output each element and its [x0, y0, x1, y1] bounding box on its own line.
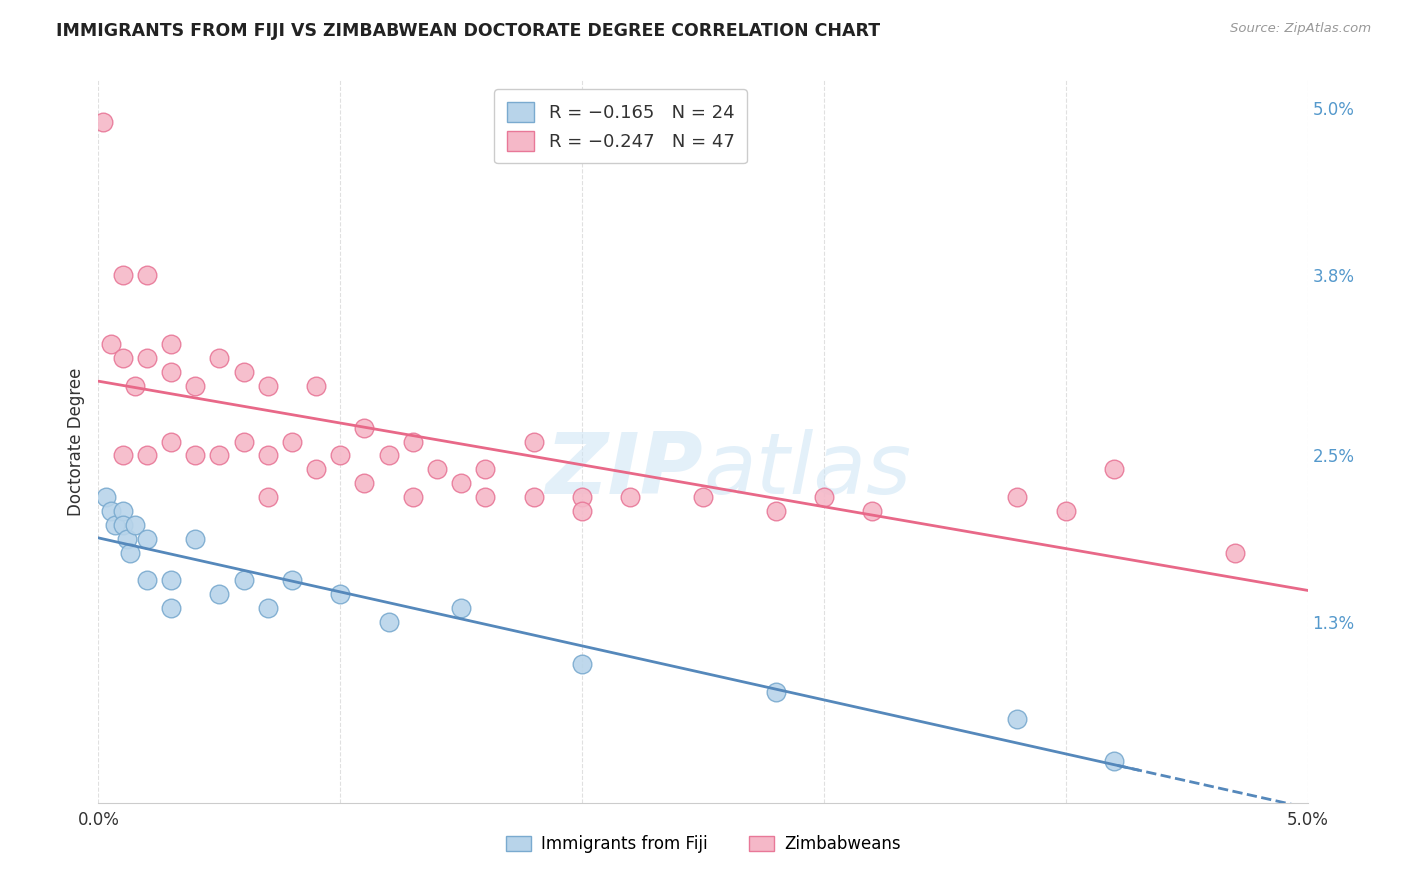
Point	[111, 517, 134, 532]
Text: atlas: atlas	[703, 429, 911, 512]
Point	[117, 532, 139, 546]
Point	[474, 490, 496, 504]
Point	[100, 337, 122, 351]
Point	[402, 434, 425, 449]
Point	[860, 504, 883, 518]
Point	[256, 449, 278, 463]
Point	[135, 449, 157, 463]
Point	[1102, 754, 1125, 768]
Point	[208, 449, 231, 463]
Text: ZIP: ZIP	[546, 429, 703, 512]
Point	[571, 504, 593, 518]
Point	[184, 449, 207, 463]
Point	[232, 434, 254, 449]
Point	[111, 504, 134, 518]
Point	[184, 532, 207, 546]
Point	[474, 462, 496, 476]
Point	[281, 574, 304, 588]
Point	[523, 434, 546, 449]
Point	[619, 490, 641, 504]
Point	[160, 337, 183, 351]
Point	[232, 574, 254, 588]
Point	[1223, 546, 1246, 560]
Point	[571, 490, 593, 504]
Point	[450, 601, 472, 615]
Point	[94, 490, 117, 504]
Point	[124, 517, 146, 532]
Point	[135, 351, 157, 366]
Point	[765, 684, 787, 698]
Point	[329, 587, 352, 601]
Point	[160, 434, 183, 449]
Point	[450, 476, 472, 491]
Point	[124, 379, 146, 393]
Point	[208, 351, 231, 366]
Point	[426, 462, 449, 476]
Point	[232, 365, 254, 379]
Point	[402, 490, 425, 504]
Point	[135, 574, 157, 588]
Text: IMMIGRANTS FROM FIJI VS ZIMBABWEAN DOCTORATE DEGREE CORRELATION CHART: IMMIGRANTS FROM FIJI VS ZIMBABWEAN DOCTO…	[56, 22, 880, 40]
Point	[135, 532, 157, 546]
Point	[1054, 504, 1077, 518]
Point	[305, 462, 328, 476]
Point	[111, 268, 134, 282]
Point	[256, 490, 278, 504]
Point	[1102, 462, 1125, 476]
Point	[104, 517, 127, 532]
Point	[160, 601, 183, 615]
Point	[100, 504, 122, 518]
Point	[377, 615, 399, 630]
Legend: Immigrants from Fiji, Zimbabweans: Immigrants from Fiji, Zimbabweans	[499, 828, 907, 860]
Text: Source: ZipAtlas.com: Source: ZipAtlas.com	[1230, 22, 1371, 36]
Point	[281, 434, 304, 449]
Point	[256, 601, 278, 615]
Point	[1007, 713, 1029, 727]
Point	[160, 365, 183, 379]
Point	[118, 546, 141, 560]
Point	[1007, 490, 1029, 504]
Point	[523, 490, 546, 504]
Point	[91, 115, 114, 129]
Point	[353, 420, 375, 434]
Point	[353, 476, 375, 491]
Point	[111, 351, 134, 366]
Point	[813, 490, 835, 504]
Point	[571, 657, 593, 671]
Point	[256, 379, 278, 393]
Point	[135, 268, 157, 282]
Point	[329, 449, 352, 463]
Point	[184, 379, 207, 393]
Point	[377, 449, 399, 463]
Point	[208, 587, 231, 601]
Point	[111, 449, 134, 463]
Point	[692, 490, 714, 504]
Y-axis label: Doctorate Degree: Doctorate Degree	[66, 368, 84, 516]
Point	[305, 379, 328, 393]
Point	[160, 574, 183, 588]
Point	[765, 504, 787, 518]
